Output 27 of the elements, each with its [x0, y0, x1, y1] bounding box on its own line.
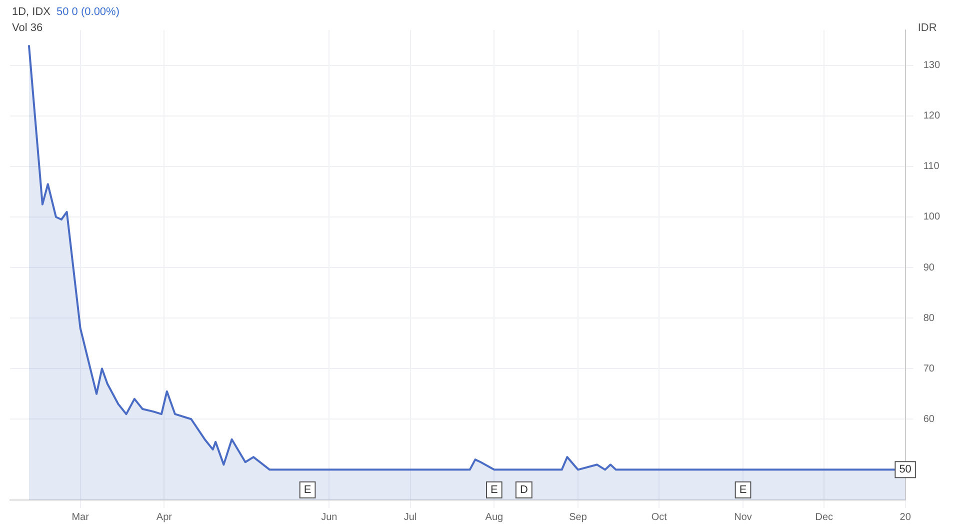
y-axis-title: IDR: [918, 22, 937, 34]
annotation: Vol 36: [12, 22, 43, 34]
annotation: D: [520, 484, 528, 496]
x-tick-label: Jun: [321, 512, 338, 523]
annotation: E: [490, 484, 498, 496]
x-tick-label: Oct: [651, 512, 668, 523]
x-tick-label: Jul: [404, 512, 417, 523]
y-tick-label: 60: [923, 414, 935, 425]
y-tick-label: 100: [923, 212, 940, 223]
x-tick-label: Sep: [569, 512, 588, 523]
x-tick-label: Aug: [485, 512, 504, 523]
x-tick-label: 20: [900, 512, 912, 523]
y-tick-label: 80: [923, 312, 935, 324]
annotation: 50: [899, 464, 912, 476]
y-tick-label: 70: [923, 363, 935, 374]
annotation: E: [739, 484, 747, 496]
x-tick-label: Apr: [156, 512, 173, 523]
chart-title: 1D, IDX: [12, 6, 51, 18]
x-tick-label: Mar: [72, 512, 90, 523]
x-tick-label: Dec: [815, 512, 834, 523]
chart-subtitle: 50 0 (0.00%): [56, 6, 120, 18]
y-tick-label: 130: [923, 60, 940, 72]
annotation: E: [304, 484, 312, 496]
x-tick-label: Nov: [734, 512, 752, 523]
y-tick-label: 90: [923, 262, 935, 274]
y-tick-label: 120: [923, 110, 940, 122]
y-tick-label: 110: [923, 161, 940, 172]
